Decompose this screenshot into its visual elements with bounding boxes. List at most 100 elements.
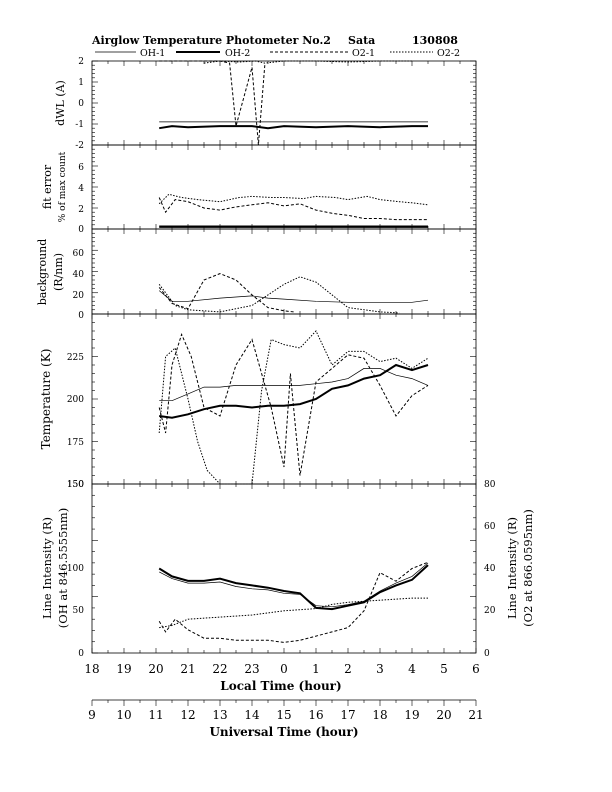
ut-tick-marks [91,700,477,706]
legend-label-o21: O2-1 [352,48,375,59]
ytick-label: 0 [78,311,84,321]
ytick-label: 40 [73,270,85,280]
ytick-label-right: 20 [484,606,496,616]
series-line-intensity-oh1 [159,562,429,608]
panel-background-yticks: 60 40 20 0 [73,249,85,321]
panel-background-ylabel2: (R/nm) [52,253,65,291]
ytick-label: 150 [67,480,84,490]
xtick-ut: 15 [276,708,291,722]
ytick-label: 20 [73,291,85,301]
series-layer [158,60,429,643]
xtick-local: 21 [180,662,195,676]
figure-date: 130808 [412,34,458,47]
xtick-ut: 19 [404,708,419,722]
xtick-ut: 16 [308,708,323,722]
universal-time-label: Universal Time (hour) [209,725,358,739]
panel-temperature-yticks: 225 200 175 150 [67,353,84,490]
xtick-local: 2 [344,662,352,676]
series-line-fit-error-o22 [158,193,429,206]
xtick-local: 6 [472,662,480,676]
panel-intensity-frame [91,483,477,654]
panel-dwl: 2 1 0 -1 -2 dWL (A) [54,57,477,151]
local-time-label: Local Time (hour) [220,679,341,693]
ytick-label: 2 [78,205,84,215]
xtick-local: 23 [244,662,259,676]
series-line-temperature-oh1 [159,368,429,402]
panel-fit-error-frame [91,144,477,230]
ytick-label-right: 60 [484,522,496,532]
panel-intensity-ylabel2: (OH at 846.5555nm) [56,508,70,628]
xtick-local: 20 [148,662,163,676]
ytick-label: 175 [67,438,84,448]
xtick-ut: 12 [180,708,195,722]
series-line-dwl-oh2 [159,125,428,130]
universal-time-axis: 9 10 11 12 13 14 15 16 17 18 19 20 21 Un… [88,699,484,739]
panel-fit-error-ylabel2: % of max count [58,151,68,222]
xtick-ut: 13 [212,708,227,722]
panel-intensity: 150 100 50 0 80 60 40 20 0 Line Intensit… [40,480,535,659]
series-line-temperature-o21 [158,332,429,476]
panel-intensity-ylabel-right: Line Intensity (R) [505,517,519,619]
panel-dwl-frame [91,60,477,146]
xtick-local: 1 [312,662,320,676]
xtick-local: 5 [440,662,448,676]
panel-intensity-ylabel-right2: (O2 at 866.0595nm) [521,509,535,627]
panel-intensity-ylabel: Line Intensity (R) [40,517,54,619]
xtick-ut: 11 [148,708,163,722]
xtick-local: 18 [84,662,99,676]
ytick-label: 4 [78,184,84,194]
ytick-label: 0 [78,225,84,235]
series-line-intensity-o22 [159,597,428,629]
panel-intensity-yticks-right: 80 60 40 20 0 [484,480,496,659]
figure-site: Sata [348,34,375,47]
panel-temperature-ylabel: Temperature (K) [39,349,53,450]
ytick-label-right: 80 [484,480,496,490]
ytick-label: -2 [75,141,84,151]
xtick-ut: 18 [372,708,387,722]
ytick-label: 0 [78,649,84,659]
ytick-label: 2 [78,57,84,67]
series-line-temperature-o22 [158,330,429,485]
series-line-background-o21 [158,273,294,313]
xtick-local: 3 [376,662,384,676]
ytick-label-right: 0 [484,649,490,659]
ytick-label: -1 [75,120,84,130]
panel-background-ylabel: background [36,239,49,306]
series-line-intensity-o21 [158,561,429,643]
figure-title: Airglow Temperature Photometer No.2 [91,34,331,47]
legend: OH-1 OH-2 O2-1 O2-2 [95,48,460,59]
xtick-ut: 17 [340,708,355,722]
ytick-label-right: 40 [484,564,496,574]
series-line-intensity-oh2 [158,564,429,611]
x-tick-marks [91,60,477,654]
ytick-label: 225 [67,353,84,363]
panel-dwl-ylabel: dWL (A) [54,80,67,126]
xtick-ut: 14 [244,708,260,722]
series-line-background-oh1 [158,290,429,303]
ytick-label: 50 [73,606,85,616]
legend-label-o22: O2-2 [437,48,460,59]
panel-fit-error-ylabel: fit error [41,164,54,209]
xtick-local: 22 [212,662,227,676]
series-line-dwl-o21 [159,60,266,146]
legend-label-oh1: OH-1 [140,48,165,59]
ytick-label: 100 [67,564,84,574]
ytick-label: 60 [73,249,85,259]
ytick-label: 0 [78,99,84,109]
xtick-local: 19 [116,662,131,676]
panel-temperature-frame [91,313,477,485]
panel-background: 60 40 20 0 background (R/nm) [36,228,477,321]
series-line-fit-error-o21 [158,197,428,221]
ytick-label: 1 [78,78,84,88]
xtick-ut: 20 [436,708,451,722]
xtick-ut: 10 [116,708,131,722]
xtick-local: 0 [280,662,288,676]
local-time-axis: 18 19 20 21 22 23 0 1 2 3 4 5 6 Local Ti… [84,662,479,693]
panel-intensity-yticks-left: 150 100 50 0 [67,480,84,659]
ytick-label: 6 [78,163,84,173]
panel-dwl-yticks: 2 1 0 -1 -2 [75,57,84,151]
ytick-label: 200 [67,395,84,405]
xtick-local: 4 [408,662,416,676]
ytick-label: 150 [67,480,84,490]
panel-fit-error-yticks: 6 4 2 0 [78,163,84,235]
